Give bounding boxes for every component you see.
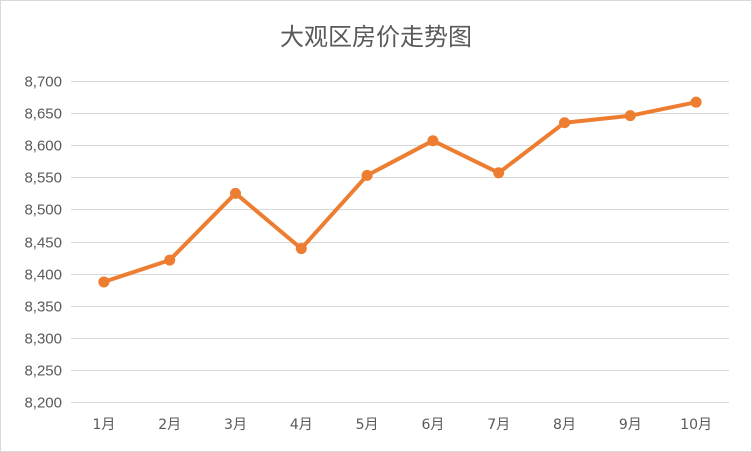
y-tick-label: 8,200 xyxy=(24,395,62,412)
x-tick-label: 9月 xyxy=(619,417,642,433)
x-tick-label: 7月 xyxy=(487,417,510,433)
data-point xyxy=(230,187,241,199)
x-axis-ticks: 1月 2月 3月 4月 5月 6月 7月 8月 9月 10月 xyxy=(92,417,712,433)
chart-title: 大观区房价走势图 xyxy=(280,23,472,51)
y-tick-label: 8,400 xyxy=(24,267,62,284)
data-point xyxy=(164,254,176,266)
data-point xyxy=(361,169,373,181)
y-axis-ticks: 8,200 8,250 8,300 8,350 8,400 8,450 8,500 8,550… xyxy=(24,74,62,412)
x-tick-label: 1月 xyxy=(92,417,115,433)
y-tick-label: 8,700 xyxy=(24,74,62,91)
x-tick-label: 2月 xyxy=(158,417,181,433)
y-tick-label: 8,350 xyxy=(24,299,62,316)
y-tick-label: 8,550 xyxy=(24,170,62,187)
data-point xyxy=(559,117,570,129)
data-point xyxy=(690,96,702,108)
y-tick-label: 8,500 xyxy=(24,202,62,219)
x-tick-label: 5月 xyxy=(356,417,379,433)
y-tick-label: 8,300 xyxy=(24,331,62,348)
y-tick-label: 8,450 xyxy=(24,235,62,252)
series-line xyxy=(101,100,699,284)
data-point xyxy=(427,135,439,147)
x-tick-label: 4月 xyxy=(290,417,313,433)
x-tick-label: 8月 xyxy=(553,417,576,433)
data-point xyxy=(295,243,307,255)
y-tick-label: 8,600 xyxy=(24,138,62,155)
x-tick-label: 3月 xyxy=(224,417,247,433)
y-tick-label: 8,650 xyxy=(24,106,62,123)
data-point xyxy=(624,110,636,122)
data-point xyxy=(493,167,505,179)
x-tick-label: 6月 xyxy=(421,417,444,433)
series-layer xyxy=(98,96,702,288)
y-tick-label: 8,250 xyxy=(24,363,62,380)
data-point xyxy=(98,276,110,288)
gridlines xyxy=(71,81,729,403)
x-tick-label: 10月 xyxy=(680,417,712,433)
